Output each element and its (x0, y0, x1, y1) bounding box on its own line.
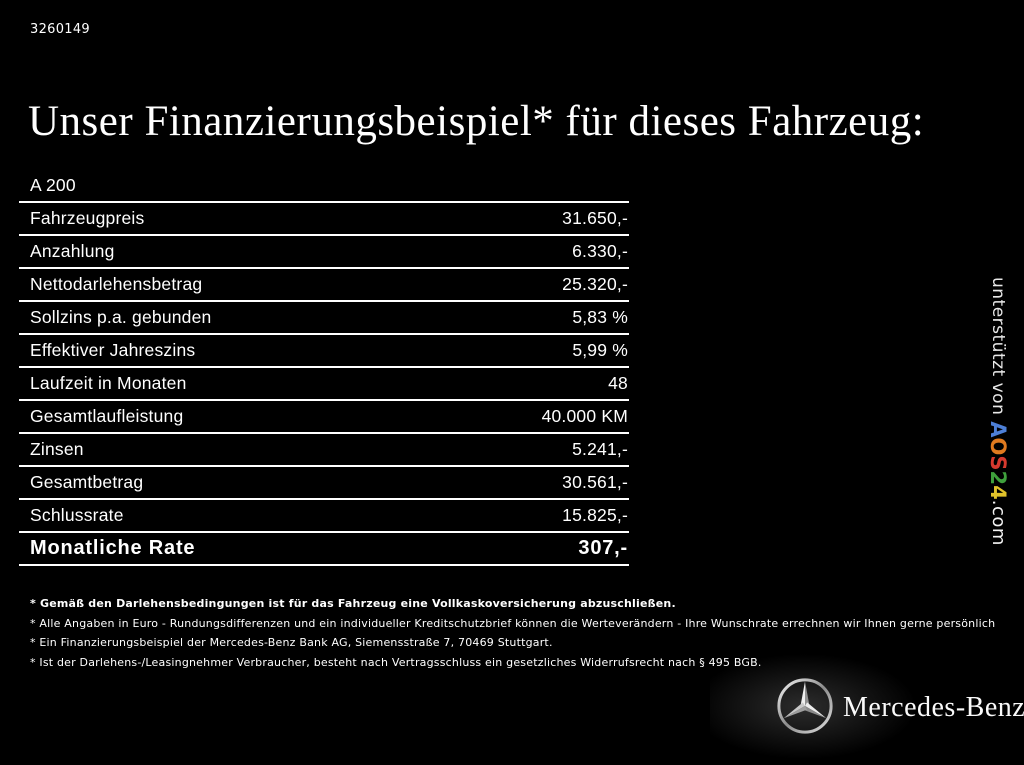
supported-by-text: unterstützt von (988, 277, 1008, 422)
row-label: Laufzeit in Monaten (30, 373, 187, 393)
row-value: 5.241,- (572, 439, 628, 459)
table-row: Gesamtlaufleistung 40.000 KM (19, 399, 629, 432)
footnote-line: * Alle Angaben in Euro - Rundungsdiffere… (30, 616, 996, 630)
row-label: Monatliche Rate (30, 537, 196, 559)
row-label: Anzahlung (30, 241, 115, 261)
mercedes-star-icon (777, 678, 833, 734)
aos24-logo: AOS24 (986, 421, 1010, 500)
brand-letter: A (986, 421, 1010, 438)
brand-letter: 2 (986, 470, 1010, 486)
row-label: Schlussrate (30, 505, 124, 525)
row-value: 5,99 % (572, 340, 628, 360)
row-value: 31.650,- (562, 208, 628, 228)
row-value: 25.320,- (562, 274, 628, 294)
brand-letter: 4 (986, 485, 1010, 500)
table-row: Laufzeit in Monaten 48 (19, 366, 629, 399)
table-row: Anzahlung 6.330,- (19, 234, 629, 267)
page-title: Unser Finanzierungsbeispiel* für dieses … (28, 97, 925, 145)
table-row: Schlussrate 15.825,- (19, 498, 629, 531)
row-value: 6.330,- (572, 241, 628, 261)
row-value: 40.000 KM (541, 406, 628, 426)
table-row: Gesamtbetrag 30.561,- (19, 465, 629, 498)
row-value: 5,83 % (572, 307, 628, 327)
brand-letter: O (986, 437, 1010, 456)
row-value: 15.825,- (562, 505, 628, 525)
brand-letter: S (986, 455, 1010, 471)
table-row: Nettodarlehensbetrag 25.320,- (19, 267, 629, 300)
row-label: Sollzins p.a. gebunden (30, 307, 212, 327)
row-label: Gesamtbetrag (30, 472, 144, 492)
footnote-line: * Ist der Darlehens-/Leasingnehmer Verbr… (30, 655, 762, 669)
row-value: 307,- (578, 537, 628, 559)
mercedes-benz-wordmark: Mercedes-Benz (843, 692, 1024, 723)
row-label: Zinsen (30, 439, 84, 459)
row-label: Gesamtlaufleistung (30, 406, 184, 426)
table-row: Sollzins p.a. gebunden 5,83 % (19, 300, 629, 333)
row-value: 30.561,- (562, 472, 628, 492)
row-label: Nettodarlehensbetrag (30, 274, 203, 294)
footnote-line: * Ein Finanzierungsbeispiel der Mercedes… (30, 636, 553, 649)
table-row-model: A 200 (19, 170, 629, 201)
table-row: Fahrzeugpreis 31.650,- (19, 201, 629, 234)
row-label: Fahrzeugpreis (30, 208, 145, 228)
footnotes: * Gemäß den Darlehensbedingungen ist für… (30, 598, 995, 676)
table-row: Zinsen 5.241,- (19, 432, 629, 465)
model-name: A 200 (30, 175, 76, 195)
brand-domain-suffix: .com (988, 499, 1009, 546)
table-row-monthly-rate: Monatliche Rate 307,- (19, 531, 629, 564)
row-label: Effektiver Jahreszins (30, 340, 196, 360)
supported-by-banner: unterstützt von AOS24.com (986, 277, 1010, 546)
footnote-line: * Gemäß den Darlehensbedingungen ist für… (30, 597, 676, 610)
table-row: Effektiver Jahreszins 5,99 % (19, 333, 629, 366)
reference-number: 3260149 (30, 22, 90, 37)
financing-table: A 200 Fahrzeugpreis 31.650,- Anzahlung 6… (19, 170, 629, 566)
row-value: 48 (608, 373, 628, 393)
